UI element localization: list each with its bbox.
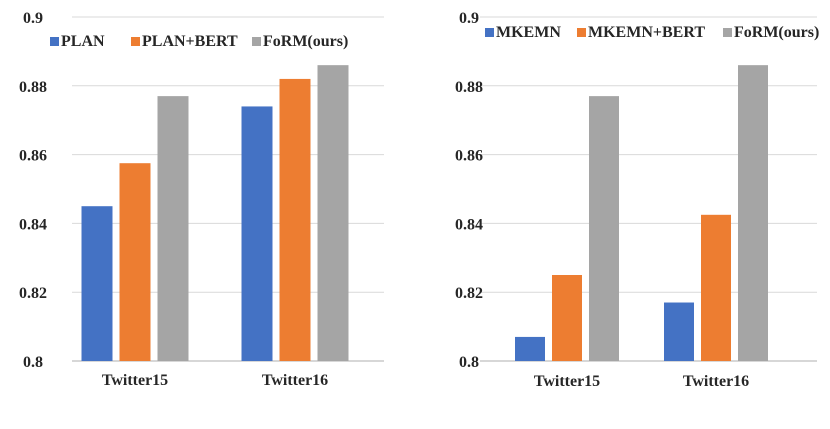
chart-left: 0.8 0.82 0.84 0.86 0.88 0.9 Twitter15 Twitter16… — [19, 10, 384, 389]
y-tick-label: 0.84 — [19, 216, 47, 233]
y-tick-label: 0.84 — [455, 216, 483, 233]
y-tick-label: 0.82 — [19, 285, 47, 302]
y-tick-label: 0.86 — [455, 148, 483, 165]
bar-form-ours--twitter15 — [157, 96, 189, 362]
x-category-label: Twitter16 — [262, 372, 328, 389]
bar-plan-twitter15 — [81, 206, 113, 361]
x-category-label: Twitter15 — [102, 372, 168, 389]
bar-plan-bert-twitter16 — [279, 78, 311, 362]
bar-plan-twitter16 — [241, 106, 273, 361]
y-tick-label: 0.86 — [19, 148, 47, 165]
y-tick-label: 0.8 — [459, 354, 479, 371]
legend-swatch — [485, 28, 494, 37]
legend-swatch — [577, 28, 586, 37]
legend-label: MKEMN+BERT — [588, 24, 705, 41]
bar-mkemn-twitter15 — [515, 336, 545, 361]
legend-label: FoRM(ours) — [263, 33, 348, 50]
legend-label: PLAN — [61, 33, 105, 50]
y-tick-label: 0.82 — [455, 285, 483, 302]
legend-label: FoRM(ours) — [734, 24, 819, 41]
bar-form-ours--twitter16 — [317, 65, 349, 361]
legend-swatch — [131, 37, 140, 46]
bar-mkemn-bert-twitter16 — [701, 214, 731, 361]
legend-swatch — [252, 37, 261, 46]
y-tick-label: 0.8 — [23, 354, 43, 371]
bar-form-ours--twitter16 — [738, 65, 768, 361]
legend-swatch — [723, 28, 732, 37]
x-category-label: Twitter15 — [534, 373, 600, 390]
x-category-label: Twitter16 — [683, 373, 749, 390]
y-tick-label: 0.9 — [459, 10, 479, 27]
y-tick-label: 0.88 — [19, 79, 47, 96]
legend-label: PLAN+BERT — [142, 33, 238, 50]
bar-form-ours--twitter15 — [589, 96, 619, 362]
bar-plan-bert-twitter15 — [119, 163, 151, 361]
chart-right: 0.8 0.82 0.84 0.86 0.88 0.9 Twitter15 Twitter16… — [455, 10, 819, 390]
y-tick-label: 0.9 — [23, 10, 43, 27]
legend-label: MKEMN — [496, 24, 561, 41]
y-tick-label: 0.88 — [455, 79, 483, 96]
legend-swatch — [50, 37, 59, 46]
bar-mkemn-bert-twitter15 — [552, 275, 582, 361]
bar-mkemn-twitter16 — [664, 302, 694, 361]
